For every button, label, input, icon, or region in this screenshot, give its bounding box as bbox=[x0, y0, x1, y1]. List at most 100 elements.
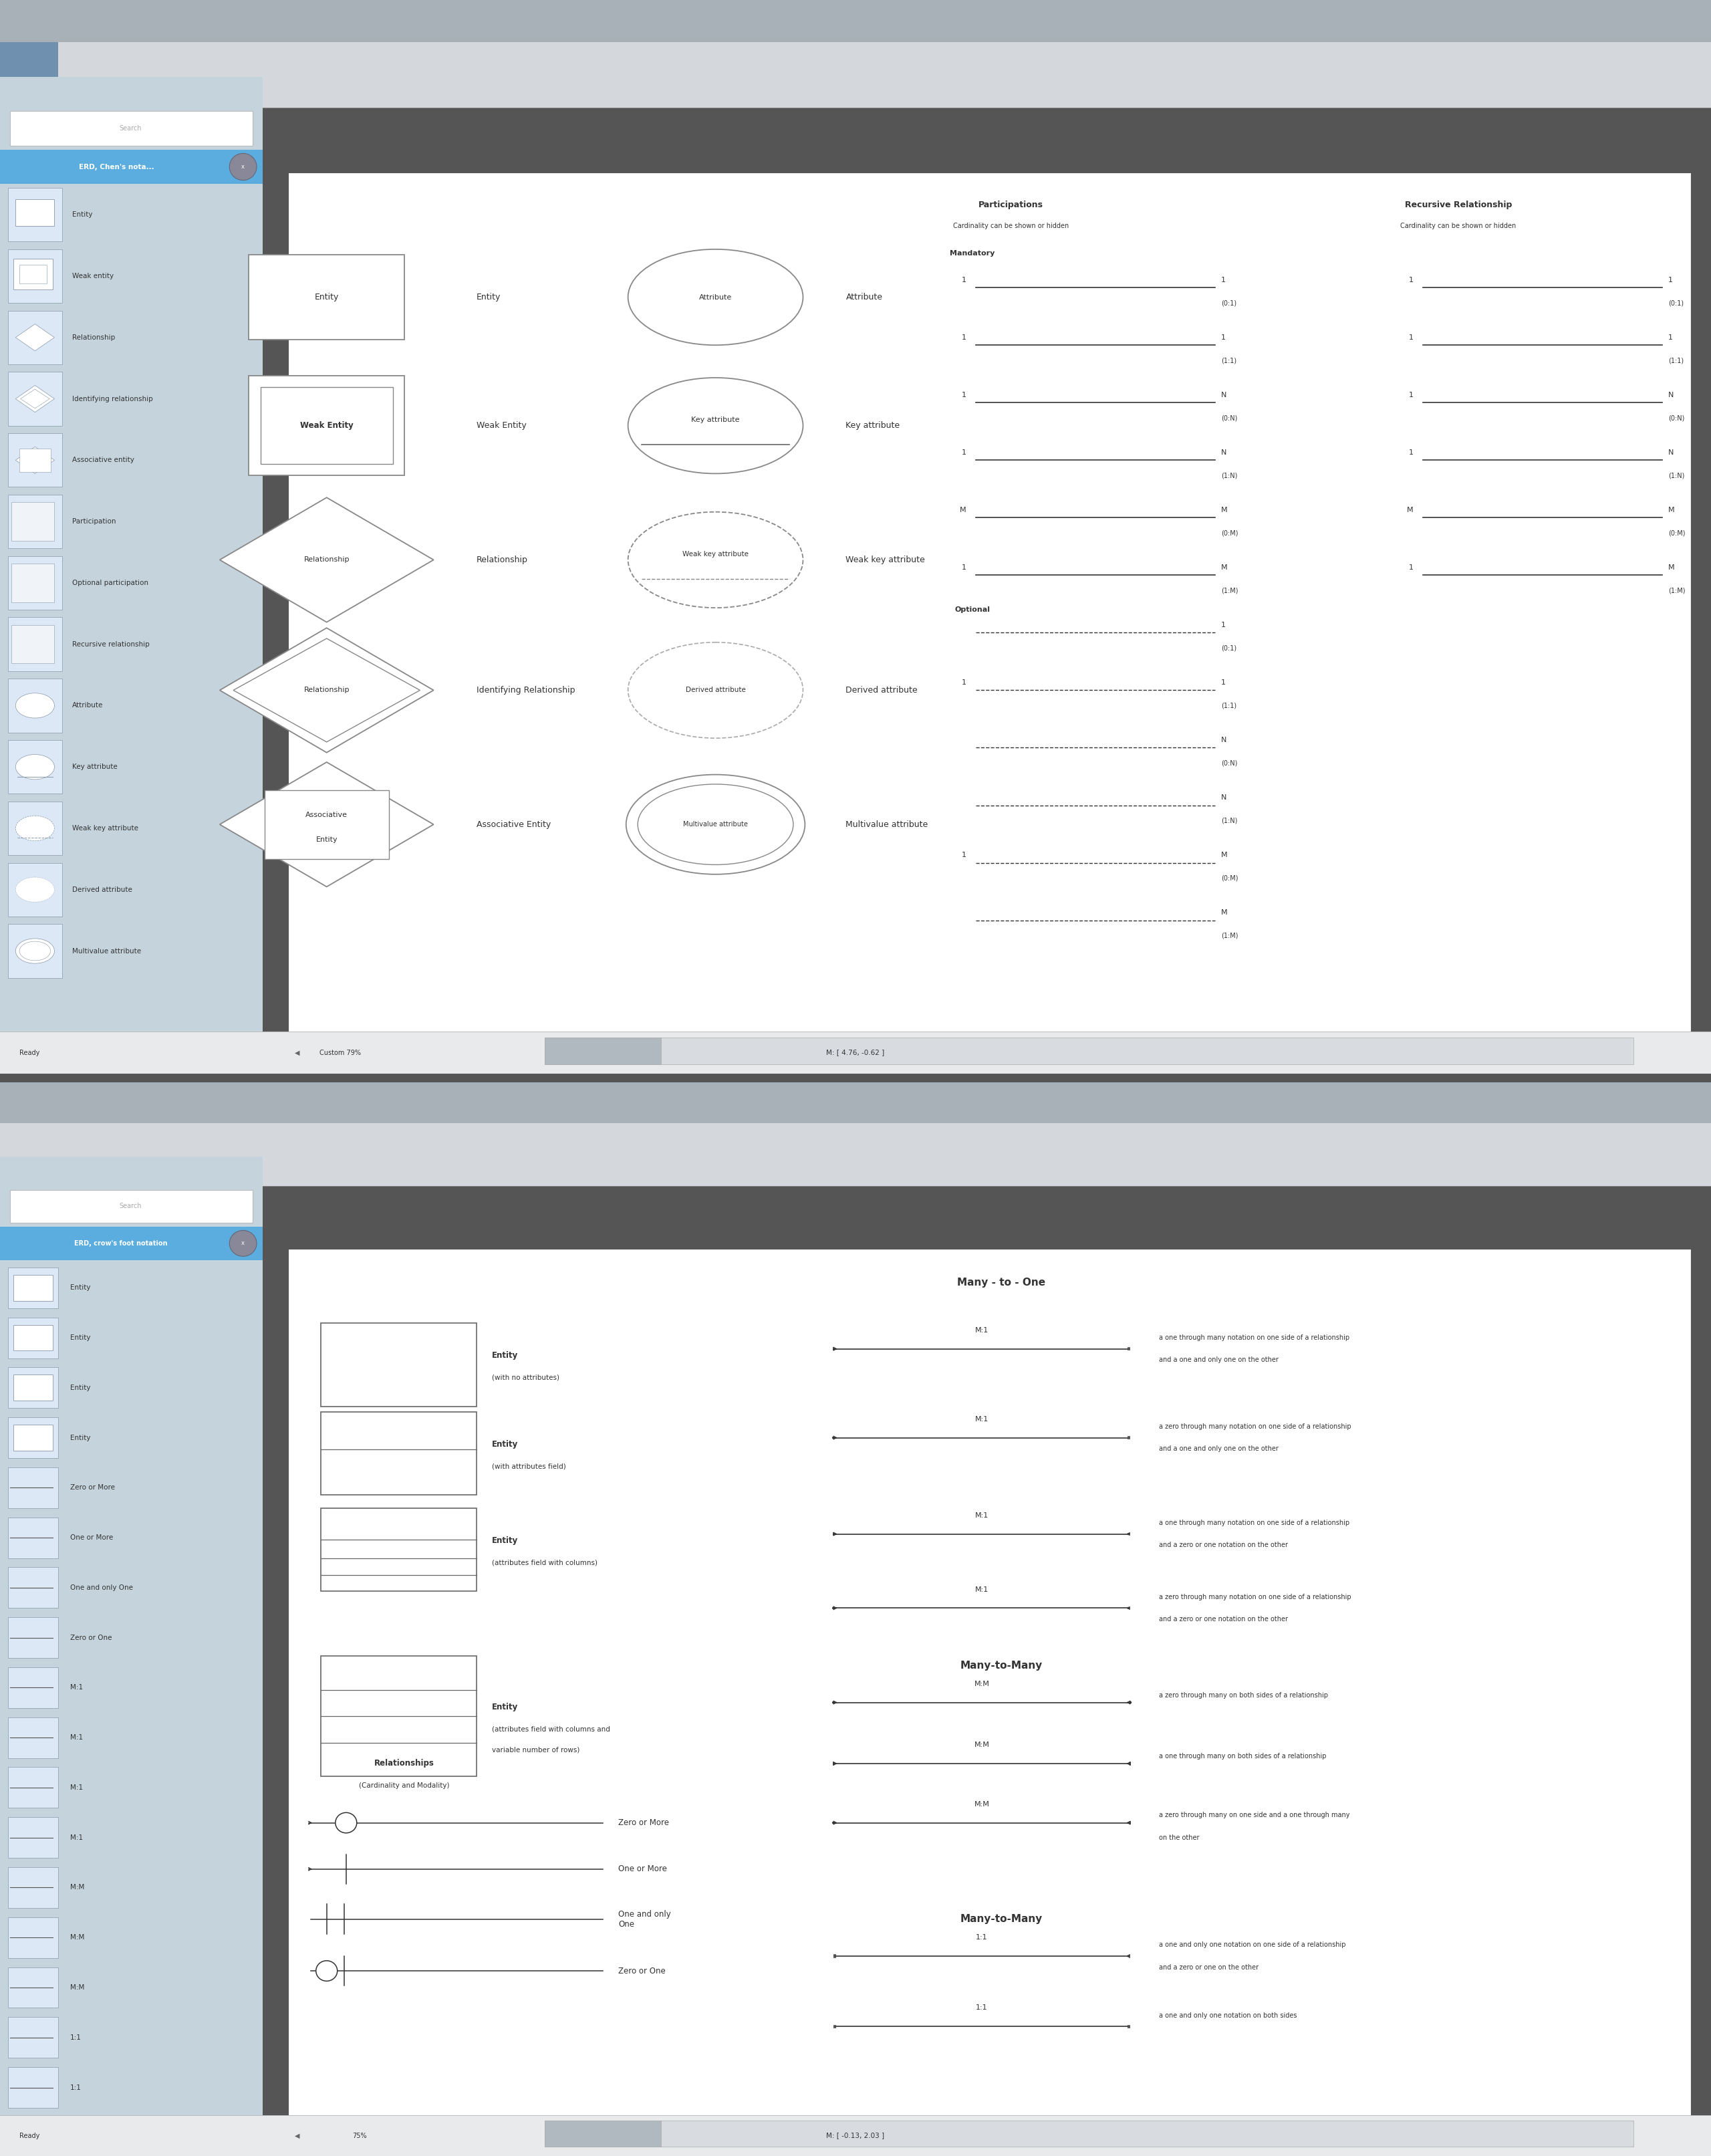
Text: (0:M): (0:M) bbox=[1668, 530, 1685, 537]
Text: Mandatory: Mandatory bbox=[950, 250, 994, 257]
Text: M: M bbox=[1406, 507, 1413, 513]
Bar bbox=[0, 78, 1711, 108]
Text: Optional: Optional bbox=[955, 606, 991, 612]
Bar bbox=[19, 265, 46, 285]
Text: 1: 1 bbox=[1668, 276, 1673, 282]
Text: M: M bbox=[1668, 565, 1675, 571]
Text: a zero through many notation on one side of a relationship: a zero through many notation on one side… bbox=[1158, 1423, 1352, 1429]
Text: Entity: Entity bbox=[317, 837, 337, 843]
Text: a one and only one notation on both sides: a one and only one notation on both side… bbox=[1158, 2012, 1297, 2018]
Bar bbox=[9, 802, 62, 856]
Bar bbox=[10, 1190, 253, 1222]
Text: and a zero or one notation on the other: and a zero or one notation on the other bbox=[1158, 1542, 1288, 1548]
Text: M: M bbox=[960, 507, 967, 513]
Bar bbox=[14, 1274, 53, 1300]
Bar bbox=[9, 2068, 58, 2109]
Text: 1: 1 bbox=[1408, 448, 1413, 455]
Bar bbox=[322, 1656, 476, 1777]
Bar bbox=[15, 198, 55, 226]
Bar bbox=[10, 112, 253, 147]
Text: a one through many on both sides of a relationship: a one through many on both sides of a re… bbox=[1158, 1753, 1326, 1759]
Text: 1: 1 bbox=[1408, 276, 1413, 282]
Text: (0:M): (0:M) bbox=[1222, 875, 1239, 882]
Text: 1: 1 bbox=[962, 852, 967, 858]
Bar bbox=[9, 1317, 58, 1358]
Bar bbox=[14, 259, 53, 289]
Bar bbox=[12, 563, 55, 602]
Text: (0:M): (0:M) bbox=[1222, 530, 1239, 537]
Text: Search: Search bbox=[120, 125, 142, 132]
Text: M:M: M:M bbox=[974, 1800, 989, 1807]
Bar bbox=[14, 1376, 53, 1401]
Text: (1:M): (1:M) bbox=[1668, 586, 1685, 593]
Text: (attributes field with columns): (attributes field with columns) bbox=[493, 1559, 597, 1565]
Text: (attributes field with columns and: (attributes field with columns and bbox=[493, 1727, 611, 1733]
Text: x: x bbox=[241, 1240, 245, 1246]
Text: Associative entity: Associative entity bbox=[72, 457, 133, 464]
Text: 75%: 75% bbox=[352, 2132, 366, 2139]
Text: M:1: M:1 bbox=[975, 1328, 989, 1335]
Text: M:1: M:1 bbox=[975, 1511, 989, 1518]
Text: 1: 1 bbox=[1222, 276, 1225, 282]
Bar bbox=[9, 1867, 58, 1908]
Ellipse shape bbox=[15, 877, 55, 901]
Text: Derived attribute: Derived attribute bbox=[845, 686, 917, 694]
Text: and a zero or one on the other: and a zero or one on the other bbox=[1158, 1964, 1259, 1971]
Text: Optional participation: Optional participation bbox=[72, 580, 149, 586]
Text: M:M: M:M bbox=[974, 1682, 989, 1688]
Text: Identifying relationship: Identifying relationship bbox=[72, 395, 152, 403]
Polygon shape bbox=[219, 498, 433, 623]
Text: M: M bbox=[1222, 507, 1227, 513]
Bar bbox=[9, 1518, 58, 1559]
Polygon shape bbox=[21, 390, 50, 407]
Bar bbox=[9, 1718, 58, 1757]
Text: Entity: Entity bbox=[476, 293, 501, 302]
Text: Many - to - One: Many - to - One bbox=[956, 1276, 1045, 1287]
Text: Many-to-Many: Many-to-Many bbox=[960, 1915, 1042, 1923]
Bar bbox=[0, 43, 58, 78]
Text: Multivalue attribute: Multivalue attribute bbox=[845, 819, 927, 828]
Text: (0:1): (0:1) bbox=[1222, 645, 1237, 651]
Text: Ready: Ready bbox=[19, 1050, 39, 1056]
Text: 1: 1 bbox=[962, 679, 967, 686]
Text: Entity: Entity bbox=[493, 1535, 518, 1546]
Text: N: N bbox=[1222, 392, 1227, 399]
Text: M:1: M:1 bbox=[70, 1733, 82, 1742]
Text: Entity: Entity bbox=[70, 1434, 91, 1440]
Text: Custom 79%: Custom 79% bbox=[320, 1050, 361, 1056]
Ellipse shape bbox=[626, 774, 804, 875]
Text: (0:N): (0:N) bbox=[1222, 414, 1237, 420]
Text: One or More: One or More bbox=[70, 1535, 113, 1542]
Text: Weak entity: Weak entity bbox=[72, 274, 113, 280]
Text: M: M bbox=[1222, 852, 1227, 858]
Text: ERD, Chen's nota...: ERD, Chen's nota... bbox=[79, 164, 154, 170]
Ellipse shape bbox=[15, 938, 55, 964]
Text: 1: 1 bbox=[962, 334, 967, 341]
Bar bbox=[9, 188, 62, 241]
Text: Entity: Entity bbox=[493, 1440, 518, 1449]
Text: M:1: M:1 bbox=[975, 1587, 989, 1593]
Text: Weak Entity: Weak Entity bbox=[476, 420, 527, 429]
Ellipse shape bbox=[15, 692, 55, 718]
Text: Entity: Entity bbox=[70, 1335, 91, 1341]
Text: 1: 1 bbox=[1408, 334, 1413, 341]
Text: M:M: M:M bbox=[974, 1742, 989, 1749]
Bar bbox=[9, 740, 62, 793]
Text: Weak key attribute: Weak key attribute bbox=[72, 826, 139, 832]
Text: Weak Entity: Weak Entity bbox=[299, 420, 352, 429]
Bar bbox=[287, 172, 1692, 1054]
Text: x: x bbox=[241, 164, 245, 170]
Bar bbox=[9, 1818, 58, 1858]
Text: Entity: Entity bbox=[72, 211, 92, 218]
Text: 1: 1 bbox=[962, 392, 967, 399]
Bar bbox=[9, 1468, 58, 1507]
Bar bbox=[265, 789, 388, 858]
Text: (1:1): (1:1) bbox=[1222, 703, 1237, 709]
Text: M:1: M:1 bbox=[70, 1785, 82, 1792]
Text: Zero or More: Zero or More bbox=[70, 1483, 115, 1492]
Bar bbox=[9, 862, 62, 916]
Text: One and only One: One and only One bbox=[70, 1585, 133, 1591]
Text: Zero or One: Zero or One bbox=[618, 1966, 666, 1975]
Text: Identifying Relationship: Identifying Relationship bbox=[476, 686, 575, 694]
Text: M:1: M:1 bbox=[975, 1416, 989, 1423]
